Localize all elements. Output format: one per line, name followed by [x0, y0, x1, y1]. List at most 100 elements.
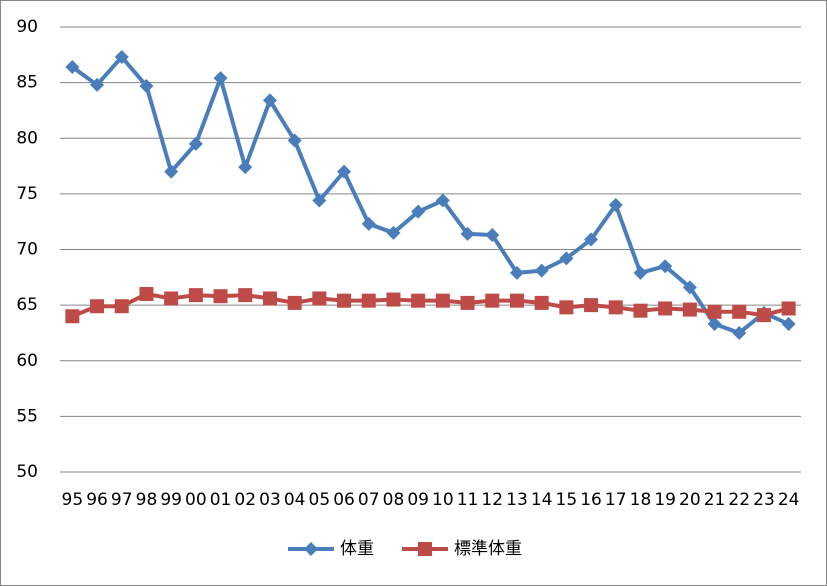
- marker: [287, 133, 302, 148]
- marker: [756, 308, 771, 323]
- x-tick-label: 05: [309, 490, 331, 510]
- legend-marker: [304, 542, 318, 556]
- legend-item: 標準体重: [402, 539, 522, 559]
- marker: [534, 263, 549, 278]
- x-tick-label: 10: [432, 490, 454, 510]
- y-tick-label: 70: [16, 240, 38, 260]
- marker: [707, 317, 722, 332]
- marker: [312, 291, 327, 306]
- marker: [139, 287, 154, 301]
- marker: [559, 251, 574, 266]
- marker: [658, 301, 673, 316]
- marker: [682, 280, 697, 295]
- y-tick-label: 50: [16, 462, 38, 482]
- marker: [435, 293, 450, 308]
- x-tick-label: 21: [704, 490, 726, 510]
- x-tick-label: 04: [284, 490, 306, 510]
- marker: [534, 295, 549, 310]
- x-tick-label: 12: [481, 490, 503, 510]
- marker: [732, 304, 747, 319]
- marker: [337, 293, 352, 308]
- marker: [485, 293, 500, 308]
- marker: [633, 303, 648, 318]
- marker: [781, 317, 796, 332]
- marker: [65, 309, 80, 324]
- marker: [386, 292, 401, 307]
- x-tick-label: 17: [605, 490, 627, 510]
- y-tick-label: 65: [16, 295, 38, 315]
- x-tick-label: 01: [210, 490, 232, 510]
- y-tick-label: 90: [16, 17, 38, 37]
- x-tick-label: 22: [728, 490, 750, 510]
- y-tick-label: 55: [16, 406, 38, 426]
- marker: [460, 226, 475, 241]
- y-tick-label: 80: [16, 128, 38, 148]
- marker: [238, 160, 253, 175]
- marker: [509, 293, 524, 308]
- marker: [213, 71, 228, 86]
- y-tick-label: 60: [16, 351, 38, 371]
- marker: [633, 265, 648, 280]
- y-tick-label: 75: [16, 184, 38, 204]
- x-tick-label: 99: [160, 490, 182, 510]
- marker: [732, 325, 747, 340]
- marker: [411, 204, 426, 219]
- marker: [213, 289, 228, 304]
- marker: [485, 228, 500, 243]
- x-tick-label: 23: [753, 490, 775, 510]
- x-tick-label: 15: [556, 490, 578, 510]
- marker: [188, 136, 203, 151]
- marker: [682, 302, 697, 317]
- x-tick-label: 07: [358, 490, 380, 510]
- marker: [164, 291, 179, 306]
- marker: [262, 291, 277, 306]
- legend-label: 体重: [340, 539, 374, 559]
- marker: [114, 50, 129, 65]
- marker: [658, 259, 673, 274]
- legend-label: 標準体重: [454, 539, 522, 559]
- marker: [312, 193, 327, 208]
- x-tick-label: 18: [630, 490, 652, 510]
- x-tick-label: 09: [407, 490, 429, 510]
- legend-item: 体重: [288, 539, 374, 559]
- marker: [164, 164, 179, 179]
- x-tick-label: 97: [111, 490, 133, 510]
- x-tick-label: 16: [580, 490, 602, 510]
- x-tick-label: 08: [383, 490, 405, 510]
- marker: [90, 299, 105, 314]
- x-tick-label: 00: [185, 490, 207, 510]
- marker: [509, 265, 524, 280]
- y-tick-label: 85: [16, 73, 38, 93]
- marker: [411, 293, 426, 308]
- marker: [337, 164, 352, 179]
- series-line: [71, 55, 790, 335]
- marker: [90, 77, 105, 92]
- marker: [262, 93, 277, 108]
- x-tick-label: 14: [531, 490, 553, 510]
- x-tick-label: 13: [506, 490, 528, 510]
- x-tick-label: 98: [136, 490, 158, 510]
- x-tick-label: 02: [234, 490, 256, 510]
- x-tick-label: 03: [259, 490, 281, 510]
- marker: [361, 293, 376, 308]
- marker: [584, 298, 599, 313]
- marker: [188, 288, 203, 303]
- marker: [435, 193, 450, 208]
- marker: [139, 78, 154, 93]
- x-tick-label: 96: [86, 490, 108, 510]
- marker: [287, 295, 302, 310]
- x-tick-label: 06: [333, 490, 355, 510]
- x-tick-label: 24: [778, 490, 800, 510]
- marker: [608, 198, 623, 212]
- marker: [361, 216, 376, 231]
- x-tick-label: 19: [654, 490, 676, 510]
- legend-marker: [418, 542, 432, 556]
- marker: [584, 232, 599, 247]
- marker: [707, 304, 722, 319]
- x-tick-label: 11: [457, 490, 479, 510]
- marker: [460, 295, 475, 310]
- marker: [559, 300, 574, 315]
- marker: [114, 299, 129, 314]
